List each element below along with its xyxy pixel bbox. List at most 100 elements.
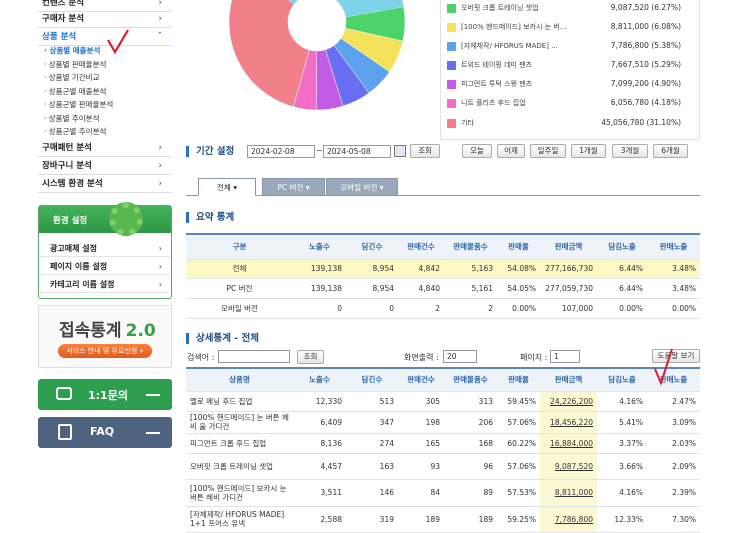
table-cell: 0.00% (497, 298, 540, 319)
amount-link[interactable]: 18,456,220 (550, 417, 593, 427)
table-cell: 7,786,800 (540, 506, 597, 533)
table-cell: 18,456,220 (540, 411, 597, 434)
date-input[interactable]: 2024-02-08 (247, 145, 315, 158)
quick-button[interactable]: 3개월 (612, 144, 648, 158)
tab[interactable]: PC 버전 (262, 178, 325, 196)
table-cell: 168 (444, 433, 497, 454)
settings-item[interactable]: 카테고리 이름 설정 (40, 276, 170, 293)
banner-title-text: 접속통계 (59, 321, 122, 341)
table-cell: 4.16% (597, 479, 647, 507)
sub-menu-item[interactable]: 상품별 추이분석 (44, 112, 100, 125)
amount-link[interactable]: 24,226,200 (550, 396, 593, 406)
column-header[interactable]: 노출수 (293, 367, 346, 392)
section-title: 요약 통계 (186, 212, 234, 223)
column-header[interactable]: 판매율 (497, 367, 540, 392)
sub-menu-item[interactable]: 상품별 판매율분석 (44, 58, 107, 71)
gear-icon (109, 202, 143, 236)
menu-item[interactable]: 구매패턴 분석 (38, 140, 172, 157)
search-input[interactable] (218, 350, 290, 363)
legend-value: 7,786,800 (5.38%) (610, 41, 681, 50)
table-cell: 4,842 (398, 259, 444, 279)
table-cell: 피그먼트 크롭 후드 집업 (186, 433, 293, 454)
amount-link[interactable]: 16,884,000 (550, 438, 593, 448)
table-cell: 3.37% (597, 433, 647, 454)
menu-item[interactable]: 구매자 분석 (38, 11, 172, 28)
column-header[interactable]: 판매건수 (398, 367, 444, 392)
table-cell: 277,166,730 (540, 259, 597, 279)
table-row: 오버핏 크롭 트레이닝 셋업 4,457 163 93 96 57.06% 9,087,52… (186, 453, 700, 480)
section-title: 기간 설정 (186, 146, 234, 157)
quick-button[interactable]: 일주일 (530, 144, 566, 158)
inquiry-button[interactable]: 1:1문의 (38, 379, 172, 410)
table-row: PC 버전 139,138 8,954 4,840 5,161 54.05% 277,059… (186, 278, 700, 299)
quick-button[interactable]: 6개월 (653, 144, 688, 158)
table-cell: 8,811,000 (540, 479, 597, 507)
calendar-icon[interactable] (394, 145, 406, 157)
table-cell: 24,226,200 (540, 391, 597, 412)
rows-select[interactable]: 20 (443, 350, 477, 363)
tab[interactable]: 모바일 버전 (326, 178, 398, 196)
pie-legend: 오버핏 크롭 트레이닝 셋업 9,087,520 (6.27%) [100% 핸드메… (440, 0, 700, 140)
table-cell: 189 (444, 506, 497, 533)
faq-button[interactable]: FAQ (38, 417, 172, 448)
header-row: 상품명 노출수 담긴수 판매건수 판매물품수 판매율 판매금액 담김노출 판매노출 (186, 367, 700, 392)
table-cell: 513 (346, 391, 398, 412)
table-row: 피그먼트 크롭 후드 집업 8,136 274 165 168 60.22% 16,884,… (186, 433, 700, 454)
column-header[interactable]: 판매물품수 (444, 367, 497, 392)
table-cell: 3,511 (293, 479, 346, 507)
table-row: 전체 139,138 8,954 4,842 5,163 54.08% 277,166,73… (186, 259, 700, 279)
sub-menu-item[interactable]: 상품군별 매출분석 (44, 85, 107, 98)
date-input[interactable]: 2024-05-08 (323, 145, 391, 158)
quick-button[interactable]: 어제 (497, 144, 525, 158)
settings-box (38, 205, 172, 299)
settings-item[interactable]: 광고매체 설정 (40, 240, 170, 257)
menu-item[interactable]: 장바구니 분석 (38, 158, 172, 175)
table-cell: 206 (444, 411, 497, 434)
sub-menu-item[interactable]: 상품군별 추이분석 (44, 125, 107, 138)
quick-button[interactable]: 1개월 (571, 144, 606, 158)
column-header: 판매건수 (398, 233, 444, 260)
column-header: 판매물품수 (444, 233, 497, 260)
search-button[interactable]: 조회 (410, 144, 440, 158)
table-cell: 54.08% (497, 259, 540, 279)
tab[interactable]: 전체 (198, 178, 256, 196)
column-header[interactable]: 담긴수 (346, 367, 398, 392)
table-row: [100% 핸드메이드] 눈 버튼 헤비 울 가디건 6,409 347 198 206… (186, 411, 700, 434)
table-row: 모바일 버전 0 0 2 2 0.00% 107,000 0.00% 0.00% (186, 298, 700, 319)
legend-value: 7,099,200 (4.90%) (610, 79, 681, 88)
table-cell: 2 (398, 298, 444, 319)
table-cell: 3.09% (647, 411, 700, 434)
table-cell: 57.53% (497, 479, 540, 507)
column-header[interactable]: 판매금액 (540, 367, 597, 392)
table-cell: 8,954 (346, 259, 398, 279)
help-button[interactable]: 도움말 보기 (652, 349, 700, 363)
menu-item[interactable]: 시스템 환경 분석 (38, 176, 172, 193)
table-cell: 0.00% (647, 298, 700, 319)
banner-button[interactable]: 서비스 안내 및 유료신청 » (58, 344, 152, 358)
column-header[interactable]: 담김노출 (597, 367, 647, 392)
amount-link[interactable]: 9,087,520 (554, 461, 593, 471)
page-select[interactable]: 1 (550, 350, 580, 363)
table-cell: 모바일 버전 (186, 298, 293, 319)
settings-item[interactable]: 페이지 이름 설정 (40, 258, 170, 275)
data-table: 구분 노출수 담긴수 판매건수 판매물품수 판매율 판매금액 담김노출 판매노출 전체 139,13… (186, 233, 700, 319)
column-header[interactable]: 상품명 (186, 367, 293, 392)
table-cell: 5.41% (597, 411, 647, 434)
table-cell: 313 (444, 391, 497, 412)
section-title: 상세통계 - 전체 (186, 333, 259, 344)
sub-menu-item[interactable]: 상품별 기간비교 (44, 71, 100, 84)
sub-menu-item[interactable]: 상품군별 판매율분석 (44, 98, 113, 111)
legend-swatch (447, 80, 456, 89)
table-cell: [100% 핸드메이드] 보카시 눈 버튼 헤비 가디건 (186, 479, 293, 507)
sub-menu-item[interactable]: 상품별 매출분석 (44, 44, 100, 57)
amount-link[interactable]: 7,786,800 (554, 514, 593, 524)
check-mark (107, 29, 129, 55)
banner[interactable]: 접속통계 2.0 서비스 안내 및 유료신청 » (38, 305, 172, 368)
table-cell: [100% 핸드메이드] 눈 버튼 헤비 울 가디건 (186, 411, 293, 434)
search-button[interactable]: 조회 (297, 350, 324, 364)
table-cell: 107,000 (540, 298, 597, 319)
menu-item[interactable]: 상품 분석 (38, 29, 172, 46)
amount-link[interactable]: 8,811,000 (554, 488, 593, 497)
quick-button[interactable]: 오늘 (462, 144, 492, 158)
legend-swatch (447, 23, 456, 32)
